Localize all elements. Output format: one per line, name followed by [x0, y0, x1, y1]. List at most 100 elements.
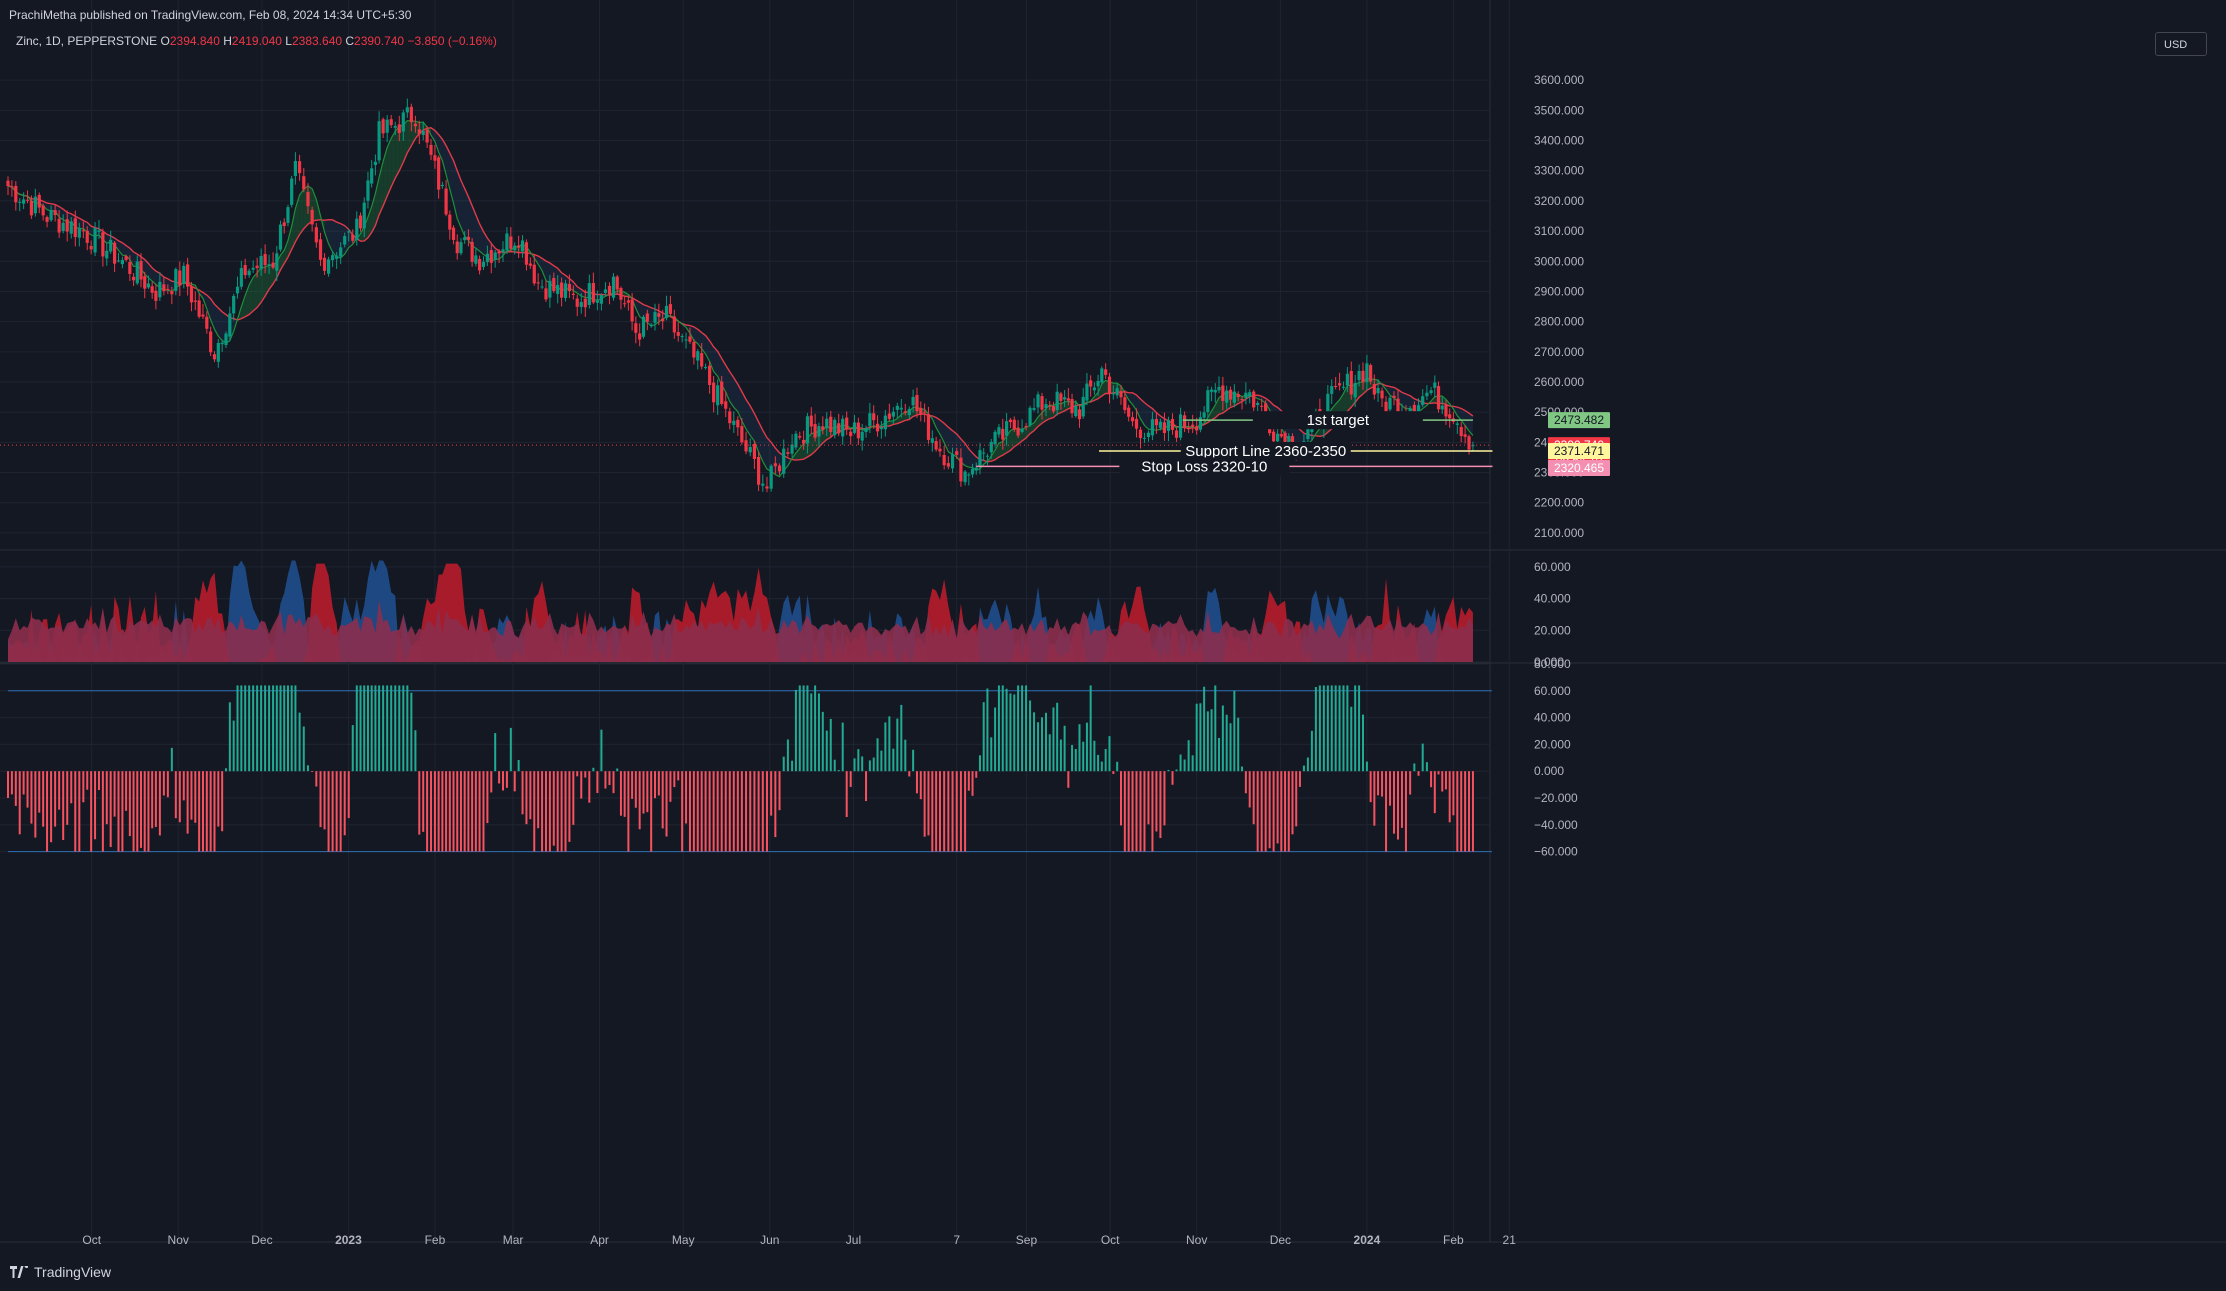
- histogram-bar: [814, 685, 817, 772]
- histogram-bar: [30, 771, 33, 824]
- histogram-bar: [101, 771, 104, 852]
- histogram-bar: [94, 771, 97, 840]
- histogram-bar: [339, 771, 342, 852]
- price-tick-label: 3500.000: [1534, 103, 1584, 117]
- candle-body: [1146, 432, 1151, 438]
- oscillator-tick-label: 0.000: [1534, 655, 1564, 669]
- candle-body: [18, 201, 22, 203]
- candle-body: [53, 210, 57, 216]
- candle-body: [89, 245, 93, 250]
- histogram-bar: [351, 725, 354, 772]
- histogram-bar: [912, 749, 915, 772]
- histogram-bar: [311, 771, 314, 773]
- candle-body: [829, 416, 833, 432]
- candle-body: [692, 342, 696, 358]
- histogram-bar: [441, 771, 444, 852]
- candle-body: [259, 255, 263, 270]
- candle-body: [1085, 383, 1089, 401]
- histogram-bar: [919, 771, 922, 800]
- symbol-name: Zinc, 1D, PEPPERSTONE: [16, 34, 158, 48]
- candle-body: [77, 227, 81, 238]
- price-tick-label: 2700.000: [1534, 345, 1584, 359]
- histogram-bar: [1252, 771, 1255, 825]
- histogram-bar: [861, 756, 864, 772]
- ribbon-fill: [446, 145, 450, 190]
- tradingview-logo[interactable]: TradingView: [10, 1264, 111, 1280]
- candle-body: [930, 438, 934, 443]
- histogram-bar: [1248, 771, 1251, 808]
- histogram-bar: [244, 685, 247, 772]
- histogram-bar: [363, 685, 366, 772]
- histogram-bar: [1430, 771, 1433, 788]
- candle-body: [513, 245, 517, 250]
- ribbon-fill: [762, 430, 767, 470]
- candle-body: [275, 253, 279, 271]
- histogram-bar: [1093, 740, 1096, 772]
- time-tick-label: 7: [953, 1233, 960, 1247]
- histogram-bar: [623, 771, 626, 817]
- candle-body: [448, 214, 452, 230]
- time-tick-label: Mar: [503, 1233, 524, 1247]
- histogram-bar: [268, 685, 271, 772]
- ribbon-fill: [464, 188, 469, 241]
- candle-body: [69, 221, 73, 234]
- time-tick-label: Apr: [590, 1233, 609, 1247]
- currency-button[interactable]: USD: [2155, 32, 2207, 56]
- histogram-bar: [740, 771, 743, 852]
- histogram-bar: [619, 771, 622, 816]
- histogram-bar: [1063, 725, 1066, 772]
- ohlc-values: O2394.840 H2419.040 L2383.640 C2390.740 …: [161, 34, 497, 48]
- tradingview-logo-icon: [10, 1266, 28, 1278]
- ribbon-fill: [122, 242, 127, 256]
- histogram-bar: [302, 726, 305, 772]
- histogram-bar: [1456, 771, 1459, 852]
- ribbon-fill: [249, 277, 254, 315]
- histogram-bar: [1361, 714, 1364, 772]
- candle-body: [688, 336, 692, 342]
- histogram-bar: [791, 760, 794, 772]
- histogram-bar: [975, 771, 978, 778]
- candle-body: [1388, 397, 1392, 410]
- candle-body: [556, 284, 560, 294]
- histogram-bar: [1358, 685, 1361, 772]
- histogram-bar: [463, 771, 466, 852]
- candle-body: [120, 259, 125, 265]
- histogram-bar: [964, 771, 967, 852]
- candle-body: [263, 254, 267, 266]
- candle-body: [1166, 420, 1171, 431]
- histogram-bar: [544, 771, 547, 852]
- histogram-bar: [665, 771, 668, 837]
- histogram-bar: [1203, 686, 1206, 772]
- histogram-bar: [240, 685, 243, 772]
- candle-body: [1020, 428, 1024, 432]
- histogram-bar: [398, 685, 401, 772]
- candle-body: [1111, 393, 1115, 395]
- candle-body: [41, 205, 45, 216]
- candle-body: [1209, 389, 1214, 392]
- histogram-bar: [1041, 717, 1044, 772]
- symbol-legend[interactable]: Zinc, 1D, PEPPERSTONE O2394.840 H2419.04…: [16, 34, 497, 48]
- candle-body: [1202, 412, 1206, 418]
- histogram-bar: [1175, 769, 1178, 772]
- ribbon-fill: [952, 430, 957, 457]
- histogram-bar: [736, 771, 739, 852]
- candle-body: [833, 419, 837, 436]
- histogram-bar: [502, 771, 505, 791]
- candle-body: [509, 236, 513, 249]
- histogram-bar: [486, 771, 489, 824]
- candle-body: [1044, 404, 1048, 409]
- histogram-tick-label: 20.000: [1534, 737, 1571, 751]
- candle-body: [49, 210, 53, 221]
- histogram-bar: [794, 689, 797, 772]
- histogram-bar: [498, 771, 501, 784]
- ribbon-fill: [457, 170, 461, 228]
- histogram-bar: [1071, 745, 1074, 772]
- histogram-bar: [1131, 771, 1134, 852]
- price-tag-bg: [1548, 459, 1610, 476]
- ribbon-fill: [472, 205, 476, 249]
- histogram-bar: [533, 771, 536, 852]
- candle-body: [182, 265, 186, 284]
- histogram-bar: [359, 685, 362, 772]
- candle-body: [552, 278, 556, 291]
